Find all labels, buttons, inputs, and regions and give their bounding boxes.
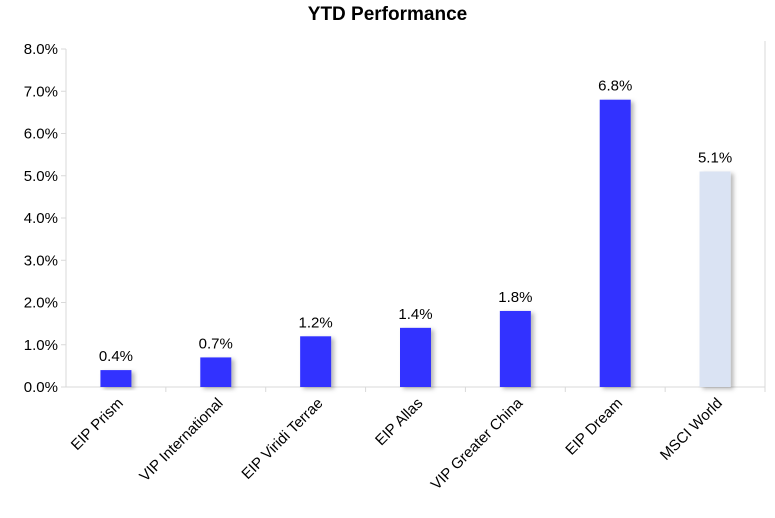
data-label: 1.2% xyxy=(299,314,333,331)
bar xyxy=(400,327,431,387)
chart-title: YTD Performance xyxy=(307,4,468,25)
x-tick-label: EIP Dream xyxy=(562,395,626,459)
x-tick-label: EIP Viridi Terrae xyxy=(238,395,326,483)
x-tick-label: VIP Greater China xyxy=(428,394,527,493)
bar xyxy=(200,357,232,387)
data-label: 0.7% xyxy=(199,335,233,352)
y-tick-label: 5.0% xyxy=(24,168,58,185)
y-tick-label: 6.0% xyxy=(24,126,58,143)
y-tick-label: 7.0% xyxy=(24,83,58,100)
bar xyxy=(100,370,132,387)
x-tick-label: VIP International xyxy=(136,395,226,485)
y-tick-label: 2.0% xyxy=(24,295,58,312)
x-tick-label: MSCI World xyxy=(657,395,726,464)
x-tick-label: EIP Prism xyxy=(68,395,127,454)
data-label: 0.4% xyxy=(99,348,133,365)
x-tick-label: EIP Allas xyxy=(372,395,426,449)
y-tick-label: 4.0% xyxy=(24,210,58,227)
y-tick-label: 0.0% xyxy=(24,379,58,396)
data-label: 5.1% xyxy=(698,150,732,167)
bar xyxy=(599,99,631,387)
bar xyxy=(699,171,731,387)
bar xyxy=(499,310,531,387)
bar xyxy=(300,336,332,387)
data-label: 1.4% xyxy=(398,306,432,323)
data-label: 1.8% xyxy=(498,289,532,306)
y-tick-label: 8.0% xyxy=(24,41,58,58)
data-label: 6.8% xyxy=(598,78,632,95)
y-tick-label: 3.0% xyxy=(24,252,58,269)
y-tick-label: 1.0% xyxy=(24,337,58,354)
